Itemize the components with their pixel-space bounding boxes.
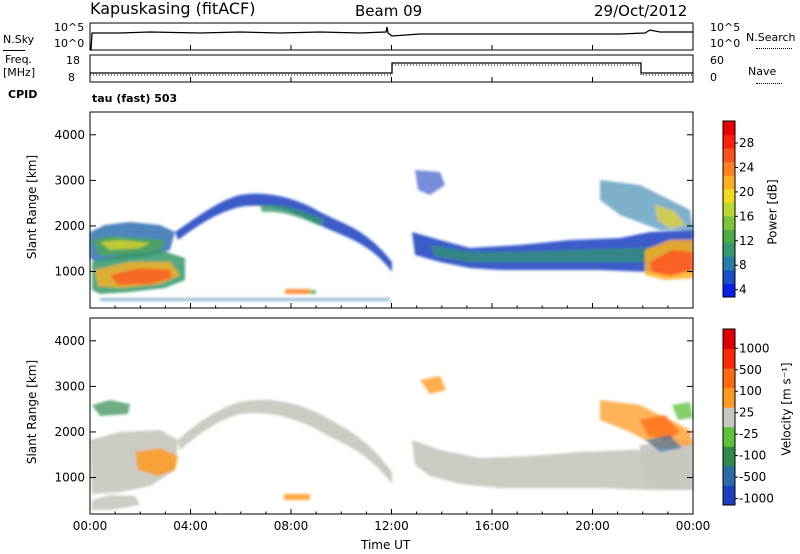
colorbar-segment [723,329,735,350]
cpid-value: tau (fast) 503 [92,92,178,105]
colorbar-tick-label: 1000 [739,341,770,355]
x-tick-label: 20:00 [575,519,610,533]
colorbar-tick-label: 4 [739,283,747,297]
colorbar-tick-label: -25 [739,427,759,441]
nave-tick-bottom: 0 [710,71,717,84]
colorbar-segment [723,269,735,284]
colorbar-tick-label: -100 [739,449,766,463]
velocity-data [90,376,693,510]
colorbar-tick-label: 20 [739,185,754,199]
x-tick-label: 08:00 [274,519,309,533]
colorbar-segment [723,485,735,506]
nsky-tick-bottom: 10^0 [54,37,85,50]
y-tick-label: 1000 [54,265,85,279]
freq-label: Freq. [5,53,33,66]
nave-tick-top: 60 [710,54,724,67]
nsearch-tick-top: 10^5 [710,21,741,34]
colorbar-segment [723,188,735,203]
colorbar-tick-label: 16 [739,209,754,223]
y-tick-label: 3000 [54,379,85,393]
colorbar-segment [723,148,735,163]
freq-tick-top: 18 [66,54,80,67]
colorbar-segment [723,407,735,428]
nsearch-tick-bottom: 10^0 [710,37,741,50]
velocity-colorbar: 1000 500 100 25 -25 -100 -500 -1000 [722,328,774,506]
x-axis-title: Time UT [361,538,411,552]
colorbar-tick-label: 100 [739,384,762,398]
colorbar-tick-label: -500 [739,470,766,484]
y-tick-label: 2000 [54,219,85,233]
y-tick-label: 1000 [54,471,85,485]
colorbar-tick-label: 8 [739,258,747,272]
colorbar-tick-label: 28 [739,136,754,150]
nave-dotted [756,83,782,84]
colorbar-tick-label: 25 [739,406,754,420]
nave-trace [90,64,693,76]
y-tick-label: 4000 [54,128,85,142]
colorbar-segment [723,229,735,244]
colorbar-segment [723,283,735,298]
colorbar-segment [723,387,735,408]
colorbar-segment [723,215,735,230]
colorbar-segment [723,348,735,369]
colorbar-segment [723,134,735,149]
colorbar-segment [723,256,735,271]
colorbar-segment [723,368,735,389]
axes-layer: 1000 2000 3000 4000 1000 2000 3000 4000 00:00 04:… [54,45,710,533]
colorbar-frame [722,328,736,506]
nsky-label: N.Sky [3,33,35,46]
nsky-underline [3,50,25,51]
freq-trace [90,62,693,74]
power-colorbar: 28 24 20 16 12 8 4 [722,120,754,298]
power-data [90,170,693,301]
power-panel-bg [90,112,693,308]
nave-label: Nave [748,65,777,78]
x-tick-label: 00:00 [73,519,108,533]
colorbar-tick-label: -1000 [739,492,774,506]
colorbar-tick-label: 500 [739,363,762,377]
colorbar-tick-label: 12 [739,234,754,248]
colorbar-tick-label: 24 [739,160,754,174]
colorbar-segment [723,242,735,257]
x-tick-label: 04:00 [173,519,208,533]
colorbar-segment [723,426,735,447]
x-tick-label: 12:00 [374,519,409,533]
nsearch-label: N.Search [746,31,796,44]
nsky-trace [90,26,693,51]
y-tick-label: 2000 [54,425,85,439]
cpid-label: CPID [8,88,38,101]
colorbar-segment [723,161,735,176]
freq-tick-bottom: 8 [68,71,75,84]
nsearch-dotted [756,48,792,49]
colorbar-segment [723,121,735,136]
date-title: 29/Oct/2012 [594,2,688,20]
colorbar-segment [723,175,735,190]
x-tick-label: 00:00 [676,519,711,533]
x-tick-label: 16:00 [475,519,510,533]
freq-unit-label: [MHz] [3,66,36,79]
beam-title: Beam 09 [355,2,423,20]
nsky-tick-top: 10^5 [54,21,85,34]
station-title: Kapuskasing (fitACF) [90,0,256,18]
colorbar-segment [723,202,735,217]
colorbar-segment [723,446,735,467]
colorbar-frame [722,120,736,298]
y-tick-label: 3000 [54,173,85,187]
y-tick-label: 4000 [54,334,85,348]
colorbar-segment [723,465,735,486]
